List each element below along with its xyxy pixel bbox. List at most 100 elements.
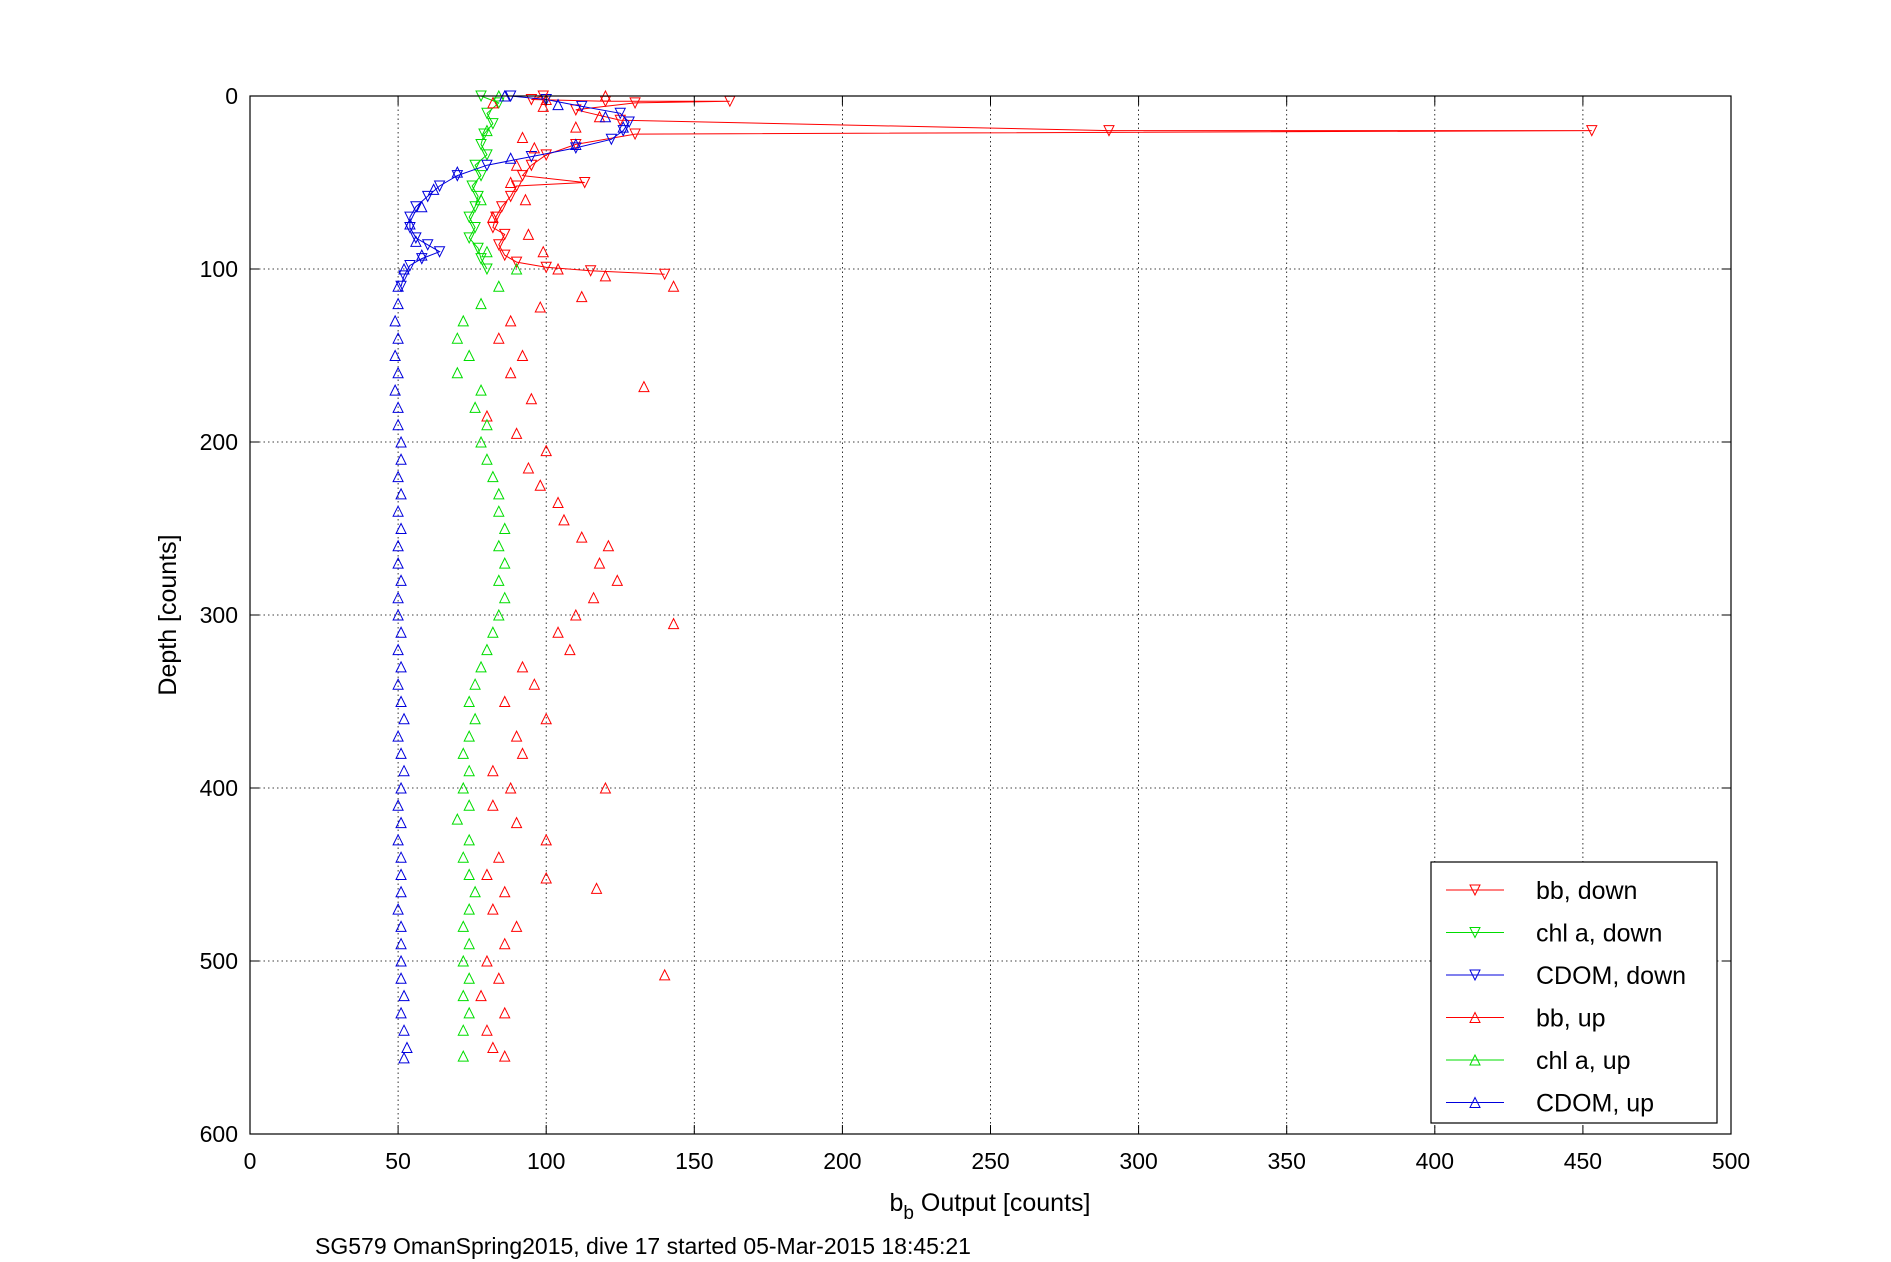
data-point bbox=[395, 747, 407, 759]
legend-swatch-marker bbox=[1469, 969, 1481, 982]
x-tick-label: 300 bbox=[1119, 1148, 1157, 1174]
data-point bbox=[492, 97, 505, 110]
data-point bbox=[537, 100, 550, 112]
data-point bbox=[457, 781, 470, 794]
data-point bbox=[504, 152, 517, 164]
data-point bbox=[392, 902, 404, 915]
data-point bbox=[614, 107, 627, 120]
data-point bbox=[395, 695, 407, 707]
data-point bbox=[389, 349, 401, 361]
data-point bbox=[504, 781, 517, 794]
data-point bbox=[395, 660, 407, 673]
x-tick-label: 250 bbox=[971, 1148, 1009, 1174]
data-point bbox=[487, 118, 499, 130]
legend-label: bb, down bbox=[1536, 877, 1637, 905]
data-point bbox=[395, 972, 407, 984]
data-point bbox=[510, 262, 523, 275]
x-tick-label: 400 bbox=[1416, 1148, 1454, 1174]
data-point bbox=[498, 522, 511, 534]
data-point bbox=[395, 522, 407, 534]
data-point bbox=[490, 211, 502, 224]
data-point bbox=[392, 280, 404, 292]
data-point bbox=[519, 193, 532, 206]
data-point bbox=[392, 799, 404, 811]
data-point bbox=[492, 332, 505, 344]
x-tick-label: 0 bbox=[244, 1148, 257, 1174]
data-point bbox=[481, 643, 493, 656]
data-point bbox=[593, 110, 606, 123]
data-point bbox=[629, 128, 641, 141]
data-point bbox=[487, 96, 499, 109]
data-point bbox=[421, 190, 434, 203]
data-point bbox=[475, 253, 487, 265]
data-point bbox=[516, 349, 529, 361]
data-point bbox=[404, 260, 416, 272]
y-tick-label: 600 bbox=[200, 1121, 238, 1147]
data-point bbox=[469, 712, 481, 725]
data-point bbox=[629, 97, 641, 110]
data-point bbox=[481, 418, 493, 431]
series-5 bbox=[389, 89, 630, 1064]
data-point bbox=[540, 833, 553, 846]
data-point bbox=[469, 885, 481, 898]
data-point bbox=[392, 729, 404, 742]
data-point bbox=[558, 513, 570, 526]
data-point bbox=[481, 107, 493, 120]
data-point bbox=[463, 1006, 475, 1019]
data-point bbox=[398, 712, 410, 725]
data-point bbox=[575, 100, 588, 113]
data-point bbox=[522, 461, 535, 474]
y-axis-label: Depth [counts] bbox=[154, 534, 182, 695]
data-point bbox=[410, 235, 422, 247]
data-point bbox=[552, 496, 564, 509]
data-point bbox=[614, 114, 627, 127]
data-point bbox=[516, 131, 529, 144]
data-point bbox=[395, 574, 407, 586]
data-point bbox=[457, 1050, 470, 1062]
x-axis-label-rest: Output [counts] bbox=[914, 1189, 1091, 1217]
legend-label: CDOM, down bbox=[1536, 962, 1686, 990]
data-point bbox=[392, 643, 404, 656]
data-point bbox=[463, 349, 475, 361]
data-point bbox=[457, 1024, 470, 1036]
data-point bbox=[516, 170, 529, 182]
legend: bb, down chl a, down CDOM, down bb, up chl a… bbox=[1430, 861, 1718, 1124]
series-layer bbox=[389, 89, 1598, 1064]
data-point bbox=[504, 190, 517, 203]
data-point bbox=[623, 116, 635, 129]
data-point bbox=[492, 487, 505, 500]
data-point bbox=[510, 920, 523, 932]
data-point bbox=[510, 256, 523, 269]
data-point bbox=[498, 937, 511, 950]
data-point bbox=[469, 221, 481, 234]
data-point bbox=[540, 444, 553, 457]
data-point bbox=[492, 539, 505, 552]
data-point bbox=[510, 816, 523, 829]
data-point bbox=[584, 265, 597, 277]
data-point bbox=[463, 972, 475, 984]
data-point bbox=[492, 608, 505, 621]
data-point bbox=[451, 813, 464, 825]
data-point bbox=[564, 643, 576, 656]
data-point bbox=[540, 261, 553, 274]
data-point bbox=[392, 505, 404, 517]
data-point bbox=[498, 695, 511, 707]
data-point bbox=[457, 954, 470, 967]
data-point bbox=[570, 138, 582, 150]
data-point bbox=[593, 556, 606, 569]
data-point bbox=[540, 712, 553, 725]
data-point bbox=[475, 435, 487, 448]
data-point bbox=[457, 989, 470, 1002]
data-point bbox=[451, 332, 464, 344]
data-point bbox=[658, 268, 671, 281]
legend-swatch-marker bbox=[1469, 1011, 1481, 1023]
x-axis-label-sub: b bbox=[903, 1203, 914, 1224]
data-point bbox=[395, 954, 407, 967]
data-point bbox=[492, 851, 505, 863]
data-point bbox=[510, 427, 523, 439]
data-point bbox=[395, 816, 407, 829]
data-point bbox=[492, 239, 505, 251]
data-point bbox=[525, 151, 538, 163]
data-point bbox=[1585, 125, 1598, 137]
data-point bbox=[528, 678, 541, 690]
